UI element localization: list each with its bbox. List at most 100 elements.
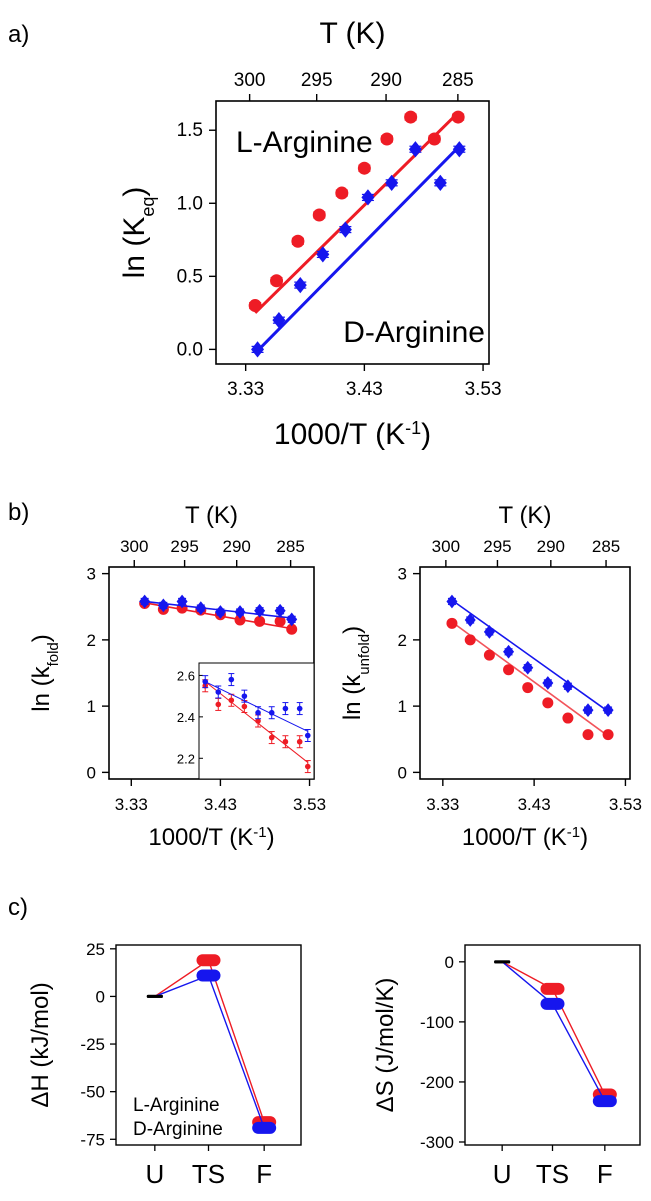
data-point (452, 141, 466, 158)
inset-data-point (241, 693, 248, 699)
level-bar (494, 960, 511, 964)
series-l-arginine (494, 960, 617, 1101)
data-point (274, 603, 286, 618)
y-tick-label: 1 (398, 697, 407, 716)
data-point (291, 234, 305, 248)
inset-data-point (202, 678, 209, 685)
series-d-arginine (139, 594, 298, 627)
top-axis-title: T (K) (499, 502, 552, 529)
data-point (338, 221, 352, 238)
top-axis-title: T (K) (185, 502, 238, 529)
y-axis-title-main: ln (K (118, 217, 151, 279)
data-point (176, 594, 188, 609)
inset-y-tick-label: 2.6 (177, 668, 195, 683)
top-tick-label: 295 (301, 70, 333, 91)
y-axis-title-sub: eq (138, 197, 158, 217)
data-point (234, 614, 246, 626)
y-tick-label: 1.0 (177, 193, 203, 214)
data-point (451, 110, 465, 124)
data-point (483, 649, 495, 661)
y-tick-label: 0.5 (177, 266, 203, 287)
top-tick-label: 290 (370, 70, 402, 91)
category-label: F (256, 1159, 272, 1189)
top-tick-label: 285 (442, 70, 474, 91)
data-point (464, 613, 476, 627)
y-tick-label: 0 (445, 953, 454, 972)
inset-data-point (268, 734, 275, 741)
inset-data-point (228, 676, 235, 683)
legend-entry: D-Arginine (133, 1119, 223, 1140)
x-axis-title-main: 1000/T (K (462, 824, 567, 851)
level-bar (540, 982, 565, 995)
inset-data-point (241, 703, 248, 710)
data-point (427, 132, 441, 146)
data-point (483, 625, 495, 639)
y-axis-title-main: ln (k (339, 674, 366, 720)
panel-letter-b: b) (8, 499, 29, 526)
x-tick-label: 3.33 (227, 379, 264, 400)
inset-data-point (296, 705, 303, 712)
top-tick-label: 295 (170, 537, 198, 556)
data-point (248, 299, 262, 313)
x-tick-label: 3.53 (465, 379, 502, 400)
data-point (335, 186, 349, 200)
series-label: D-Arginine (343, 316, 485, 349)
data-point (286, 612, 298, 627)
y-tick-label: 25 (86, 940, 105, 959)
y-tick-label: 0 (398, 763, 407, 782)
data-point (522, 682, 534, 694)
top-tick-label: 290 (223, 537, 251, 556)
inset-data-point (228, 697, 235, 704)
data-point (433, 174, 447, 191)
y-tick-label: 0.0 (177, 339, 203, 360)
data-point (582, 703, 594, 717)
plot-frame (419, 566, 631, 780)
plot-c-right: 0 -100 -200 -300 U TS F ΔS (J/mol/K) (372, 944, 641, 1189)
plot-b-right: 3.33 3.43 3.53 0 1 2 3 300 295 290 285 T (K) 1000/T … (339, 502, 642, 851)
data-point (234, 605, 246, 619)
data-point (408, 141, 422, 158)
panel-letter-c: c) (8, 894, 28, 921)
data-point (446, 594, 458, 609)
category-label: TS (536, 1159, 569, 1189)
y-axis-title: ΔS (J/mol/K) (372, 978, 399, 1113)
x-tick-label: 3.33 (426, 795, 459, 814)
x-axis-title-sup: -1 (253, 824, 266, 841)
series-line (501, 961, 606, 1102)
top-tick-label: 300 (432, 537, 460, 556)
top-tick-label: 290 (537, 537, 565, 556)
data-point (254, 603, 266, 618)
inset-data-point (296, 738, 303, 745)
series-line (501, 961, 606, 1095)
y-axis-title: ln (kfold) (28, 634, 62, 712)
plot-frame (464, 944, 641, 1146)
y-tick-label: 2 (87, 631, 96, 650)
x-tick-label: 3.43 (346, 379, 383, 400)
y-tick-label: 1 (87, 697, 96, 716)
level-bar (196, 954, 221, 967)
top-tick-label: 300 (120, 537, 148, 556)
x-axis-title-end: ) (580, 824, 588, 851)
inset-data-point (268, 709, 275, 716)
y-axis-title: ln (Keq) (118, 187, 158, 279)
series-d-arginine (494, 960, 617, 1108)
x-axis-title-sup: -1 (405, 418, 421, 438)
inset-data-point (282, 705, 289, 712)
x-axis-title-sup: -1 (567, 824, 580, 841)
data-point (503, 644, 515, 659)
y-tick-label: 1.5 (177, 120, 203, 141)
category-label: U (493, 1159, 512, 1189)
data-point (274, 615, 286, 627)
top-axis-title: T (K) (319, 17, 385, 50)
data-point (582, 729, 594, 741)
inset-data-point (255, 718, 261, 724)
y-tick-label: 3 (87, 565, 96, 584)
inset-data-point (282, 738, 289, 745)
y-tick-label: -75 (80, 1130, 105, 1149)
data-point (602, 703, 614, 717)
category-label: TS (192, 1159, 225, 1189)
inset-data-point (304, 763, 311, 770)
data-point (293, 276, 307, 294)
data-point (251, 341, 265, 358)
